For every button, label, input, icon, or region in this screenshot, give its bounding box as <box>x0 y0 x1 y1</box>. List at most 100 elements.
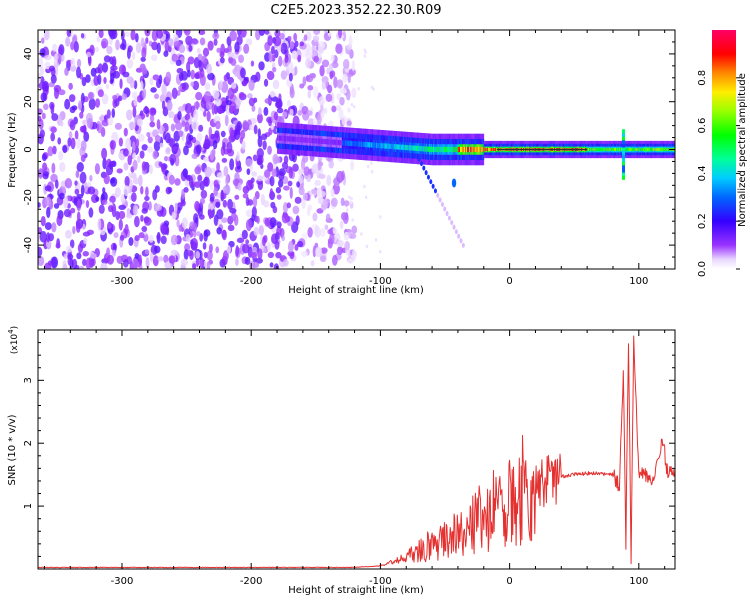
heatmap-cell <box>123 148 129 157</box>
heatmap-cell <box>281 212 289 224</box>
heatmap-cell <box>594 148 596 151</box>
heatmap-cell <box>341 34 344 39</box>
heatmap-cell <box>348 35 353 47</box>
heatmap-cell <box>329 233 335 245</box>
heatmap-cell <box>219 57 225 64</box>
heatmap-cell <box>124 223 129 235</box>
heatmap-cell <box>363 141 366 148</box>
heatmap-cell <box>321 80 326 90</box>
heatmap-cell <box>251 246 258 253</box>
heatmap-cell <box>307 137 309 143</box>
heatmap-cell <box>119 78 123 89</box>
heatmap-cell <box>335 43 343 54</box>
heatmap-cell <box>249 252 257 258</box>
heatmap-cell <box>185 35 193 46</box>
heatmap-cell <box>632 148 635 151</box>
heatmap-cell <box>215 246 220 254</box>
heatmap-cell <box>116 168 123 174</box>
heatmap-cell <box>420 146 423 152</box>
heatmap-cell <box>611 148 614 151</box>
heatmap-cell <box>195 100 199 111</box>
heatmap-cell <box>190 239 194 246</box>
heatmap-cell <box>271 168 277 177</box>
heatmap-cell <box>634 148 637 151</box>
heatmap-cell <box>312 137 314 144</box>
heatmap-cell <box>443 146 445 153</box>
heatmap-cell <box>151 41 158 51</box>
heatmap-cell <box>313 55 320 63</box>
heatmap-cell <box>457 146 460 153</box>
heatmap-cell <box>419 161 423 167</box>
heatmap-cell <box>307 89 312 99</box>
heatmap-cell <box>72 225 76 235</box>
heatmap-cell <box>253 226 260 237</box>
heatmap-cell <box>298 168 305 175</box>
heatmap-cell <box>148 164 153 175</box>
heatmap-cell <box>181 217 188 229</box>
heatmap-cell <box>204 166 212 178</box>
heatmap-cell <box>491 148 493 151</box>
heatmap-cell <box>70 41 75 51</box>
heatmap-cell <box>206 110 211 122</box>
heatmap-cell <box>349 200 353 205</box>
heatmap-cell <box>54 179 59 189</box>
heatmap-cell <box>203 110 207 118</box>
x-tick-label: -300 <box>111 276 134 287</box>
heatmap-cell <box>199 198 206 205</box>
heatmap-cell <box>494 148 496 151</box>
heatmap-cell <box>271 233 278 245</box>
heatmap-cell <box>442 146 444 153</box>
heatmap-cell <box>667 148 670 151</box>
heatmap-cell <box>264 169 271 178</box>
heatmap-cell <box>260 193 266 206</box>
heatmap-cell <box>229 127 234 138</box>
heatmap-cell <box>351 249 357 261</box>
heatmap-cell <box>340 140 342 146</box>
heatmap-cell <box>235 245 239 257</box>
heatmap-cell <box>344 140 346 146</box>
heatmap-cell <box>153 245 161 254</box>
heatmap-cell <box>648 148 650 151</box>
heatmap-cell <box>220 43 225 56</box>
heatmap-cell <box>666 148 669 151</box>
heatmap-cell <box>466 146 468 153</box>
heatmap-cell <box>445 211 449 217</box>
heatmap-cell <box>364 141 367 148</box>
heatmap-cell <box>370 169 374 174</box>
heatmap-cell <box>184 102 193 114</box>
heatmap-cell <box>278 171 285 181</box>
heatmap-cell <box>41 153 47 162</box>
heatmap-cell <box>134 32 139 43</box>
heatmap-cell <box>281 235 285 242</box>
heatmap-cell <box>301 137 304 143</box>
heatmap-cell <box>351 140 353 147</box>
colorbar: 0.0 0.2 0.4 0.6 0.8 Normalized spectral ampl… <box>697 30 748 277</box>
heatmap-cell <box>133 80 138 90</box>
heatmap-cell <box>135 138 140 148</box>
heatmap-cell <box>351 218 354 222</box>
heatmap-cell <box>224 114 229 127</box>
heatmap-cell <box>69 239 75 249</box>
heatmap-cell <box>115 210 120 221</box>
heatmap-cell <box>461 242 465 248</box>
heatmap-cell <box>168 255 176 264</box>
heatmap-cell <box>82 231 91 237</box>
heatmap-cell <box>371 142 373 148</box>
heatmap-cell <box>132 177 141 185</box>
heatmap-cell <box>400 144 402 150</box>
colorbar-tick-label: 0.2 <box>697 213 708 229</box>
heatmap-cell <box>233 214 239 226</box>
heatmap-cell <box>194 181 202 188</box>
heatmap-cell <box>126 109 133 121</box>
spectrogram-x-axis-label: Height of straight line (km) <box>288 285 424 296</box>
heatmap-cell <box>417 145 420 152</box>
heatmap-cell <box>107 205 114 213</box>
heatmap-cell <box>379 142 381 149</box>
heatmap-cell <box>614 148 616 151</box>
heatmap-cell <box>312 212 318 222</box>
heatmap-cell <box>484 148 487 151</box>
heatmap-cell <box>293 32 298 42</box>
heatmap-cell <box>276 221 282 229</box>
heatmap-cell <box>283 135 285 142</box>
